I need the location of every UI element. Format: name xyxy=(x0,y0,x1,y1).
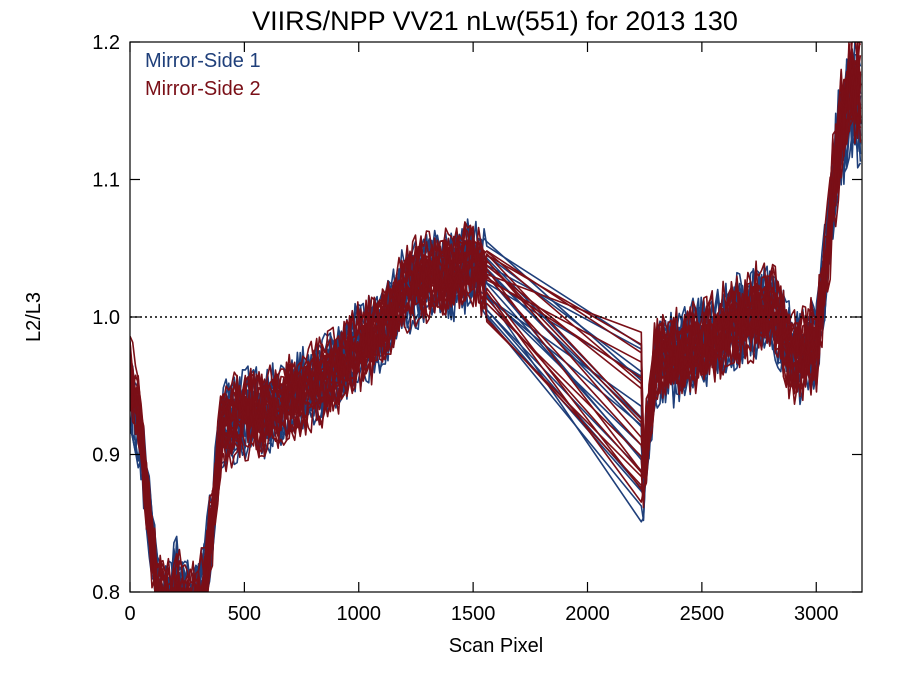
x-axis-label: Scan Pixel xyxy=(449,635,544,657)
y-tick-label: 1.2 xyxy=(92,32,120,54)
series-line-mirror-side-1 xyxy=(130,84,862,592)
x-axis: 0 500 1000 1500 2000 2500 3000 xyxy=(124,42,839,625)
series-line-mirror-side-2 xyxy=(130,57,862,592)
series-line-mirror-side-1 xyxy=(130,83,862,592)
y-tick-label: 1.1 xyxy=(92,170,120,192)
plot-area xyxy=(130,42,862,592)
y-tick-label: 0.8 xyxy=(92,582,120,604)
y-tick-label: 1.0 xyxy=(92,307,120,329)
series-line-mirror-side-2 xyxy=(130,67,862,592)
x-tick-label: 500 xyxy=(228,603,261,625)
y-axis-label: L2/L3 xyxy=(23,292,45,342)
x-tick-label: 2000 xyxy=(565,603,610,625)
legend-item-mirror-side-1: Mirror-Side 1 xyxy=(145,50,261,72)
series-line-mirror-side-2 xyxy=(130,76,862,592)
series-line-mirror-side-1 xyxy=(130,89,862,592)
series-line-mirror-side-1 xyxy=(130,91,862,592)
x-tick-label: 3000 xyxy=(794,603,839,625)
x-tick-label: 0 xyxy=(124,603,135,625)
series-line-mirror-side-1 xyxy=(130,96,862,592)
series-line-mirror-side-1 xyxy=(130,75,862,592)
x-tick-label: 1500 xyxy=(451,603,496,625)
series-line-mirror-side-2 xyxy=(130,70,862,592)
x-tick-label: 1000 xyxy=(337,603,382,625)
series-line-mirror-side-2 xyxy=(130,70,862,592)
series-line-mirror-side-2 xyxy=(130,73,862,592)
series-line-mirror-side-1 xyxy=(130,92,862,592)
series-line-mirror-side-2 xyxy=(130,42,862,592)
x-tick-label: 2500 xyxy=(680,603,725,625)
y-tick-label: 0.9 xyxy=(92,445,120,467)
series-line-mirror-side-1 xyxy=(130,78,862,592)
y-axis: 0.8 0.9 1.0 1.1 1.2 xyxy=(92,32,862,604)
chart-title: VIIRS/NPP VV21 nLw(551) for 2013 130 xyxy=(252,6,738,36)
series-line-mirror-side-2 xyxy=(130,42,861,592)
series-line-mirror-side-2 xyxy=(130,76,862,592)
legend-item-mirror-side-2: Mirror-Side 2 xyxy=(145,78,261,100)
legend: Mirror-Side 1 Mirror-Side 2 xyxy=(145,50,261,100)
